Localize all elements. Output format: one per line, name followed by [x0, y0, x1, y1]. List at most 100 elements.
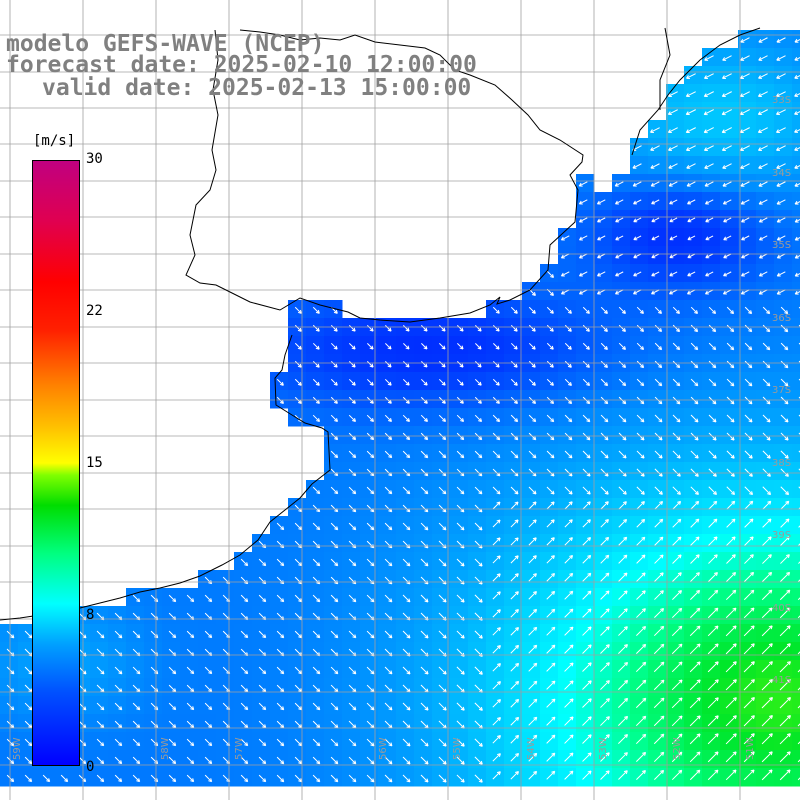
wind-arrow	[240, 756, 249, 765]
wind-arrow	[186, 666, 195, 675]
wind-arrow	[168, 738, 177, 747]
wind-arrow	[528, 680, 538, 690]
wind-arrow	[510, 360, 518, 368]
wind-arrow	[186, 684, 195, 693]
wind-arrow	[636, 572, 646, 582]
wind-arrow	[294, 720, 303, 729]
wind-arrow	[600, 486, 609, 495]
wind-arrow	[743, 769, 755, 781]
wind-arrow	[779, 625, 791, 637]
wind-arrow	[794, 200, 800, 205]
wind-arrow	[725, 589, 737, 601]
wind-arrow	[402, 558, 411, 567]
wind-arrow	[794, 110, 800, 115]
wind-speed-cell	[792, 750, 800, 769]
wind-arrow	[672, 518, 682, 528]
wind-arrow	[546, 662, 556, 672]
wind-arrow	[653, 769, 665, 781]
wind-arrow	[421, 343, 428, 350]
wind-arrow	[653, 697, 665, 709]
wind-arrow	[258, 684, 267, 693]
wind-arrow	[672, 572, 682, 582]
wind-arrow	[635, 697, 647, 709]
wind-arrow	[635, 661, 647, 673]
wind-arrow	[743, 589, 755, 601]
wind-arrow	[132, 630, 141, 639]
wind-arrow	[168, 756, 177, 765]
wind-arrow	[687, 253, 696, 259]
wind-speed-cell	[792, 696, 800, 715]
wind-arrow	[776, 145, 786, 151]
wind-arrow	[636, 486, 645, 495]
wind-arrow	[582, 519, 591, 528]
wind-arrow	[669, 235, 678, 241]
wind-arrow	[687, 217, 696, 223]
wind-arrow	[653, 661, 665, 673]
wind-arrow	[456, 702, 465, 711]
wind-arrow	[546, 486, 555, 495]
wind-arrow	[582, 378, 591, 387]
wind-arrow	[635, 679, 647, 691]
wind-arrow	[707, 697, 719, 709]
wind-arrow	[690, 396, 699, 405]
wind-arrow	[276, 756, 285, 765]
wind-arrow	[96, 666, 105, 675]
wind-arrow	[564, 716, 574, 726]
lon-label: 51W	[745, 737, 756, 760]
lon-label: 52W	[672, 737, 683, 760]
wind-arrow	[636, 468, 645, 477]
wind-arrow	[761, 571, 773, 583]
lat-label: 39S	[772, 530, 792, 541]
wind-arrow	[564, 734, 574, 744]
wind-arrow	[204, 594, 213, 603]
wind-arrow	[707, 607, 719, 619]
wind-arrow	[690, 378, 699, 387]
wind-arrow	[780, 306, 789, 315]
wind-arrow	[686, 181, 696, 187]
wind-arrow	[492, 663, 501, 672]
wind-arrow	[438, 594, 447, 603]
wind-arrow	[546, 680, 556, 690]
wind-arrow	[312, 378, 320, 386]
wind-arrow	[438, 666, 447, 675]
wind-arrow	[779, 643, 791, 655]
wind-arrow	[114, 630, 123, 639]
wind-arrow	[456, 522, 465, 531]
wind-arrow	[258, 738, 267, 747]
wind-arrow	[722, 181, 732, 187]
wind-arrow	[24, 774, 33, 783]
wind-arrow	[294, 324, 302, 332]
wind-speed-cell	[792, 192, 800, 211]
wind-arrow	[528, 360, 536, 368]
wind-arrow	[578, 289, 588, 295]
wind-arrow	[456, 594, 465, 603]
wind-arrow	[740, 199, 750, 205]
wind-arrow	[636, 306, 644, 314]
wind-arrow	[366, 630, 375, 639]
wind-arrow	[456, 558, 465, 567]
wind-arrow	[654, 432, 663, 441]
wind-arrow	[348, 324, 356, 332]
wind-arrow	[744, 324, 753, 333]
wind-arrow	[740, 271, 750, 277]
wind-arrow	[564, 324, 572, 332]
wind-arrow	[672, 486, 681, 495]
wind-arrow	[456, 666, 465, 675]
wind-arrow	[687, 199, 696, 205]
wind-arrow	[618, 536, 628, 546]
wind-arrow	[348, 360, 356, 368]
wind-arrow	[600, 360, 608, 368]
wind-arrow	[330, 450, 339, 459]
wind-arrow	[615, 271, 624, 277]
wind-arrow	[132, 594, 141, 603]
wind-arrow	[689, 733, 701, 745]
wind-arrow	[186, 756, 195, 765]
wind-arrow	[726, 342, 735, 351]
wind-arrow	[438, 414, 447, 423]
wind-speed-cell	[792, 372, 800, 391]
wind-arrow	[546, 626, 556, 636]
wind-arrow	[762, 536, 772, 546]
wind-arrow	[704, 289, 714, 295]
wind-arrow	[726, 500, 736, 510]
wind-arrow	[330, 324, 338, 332]
